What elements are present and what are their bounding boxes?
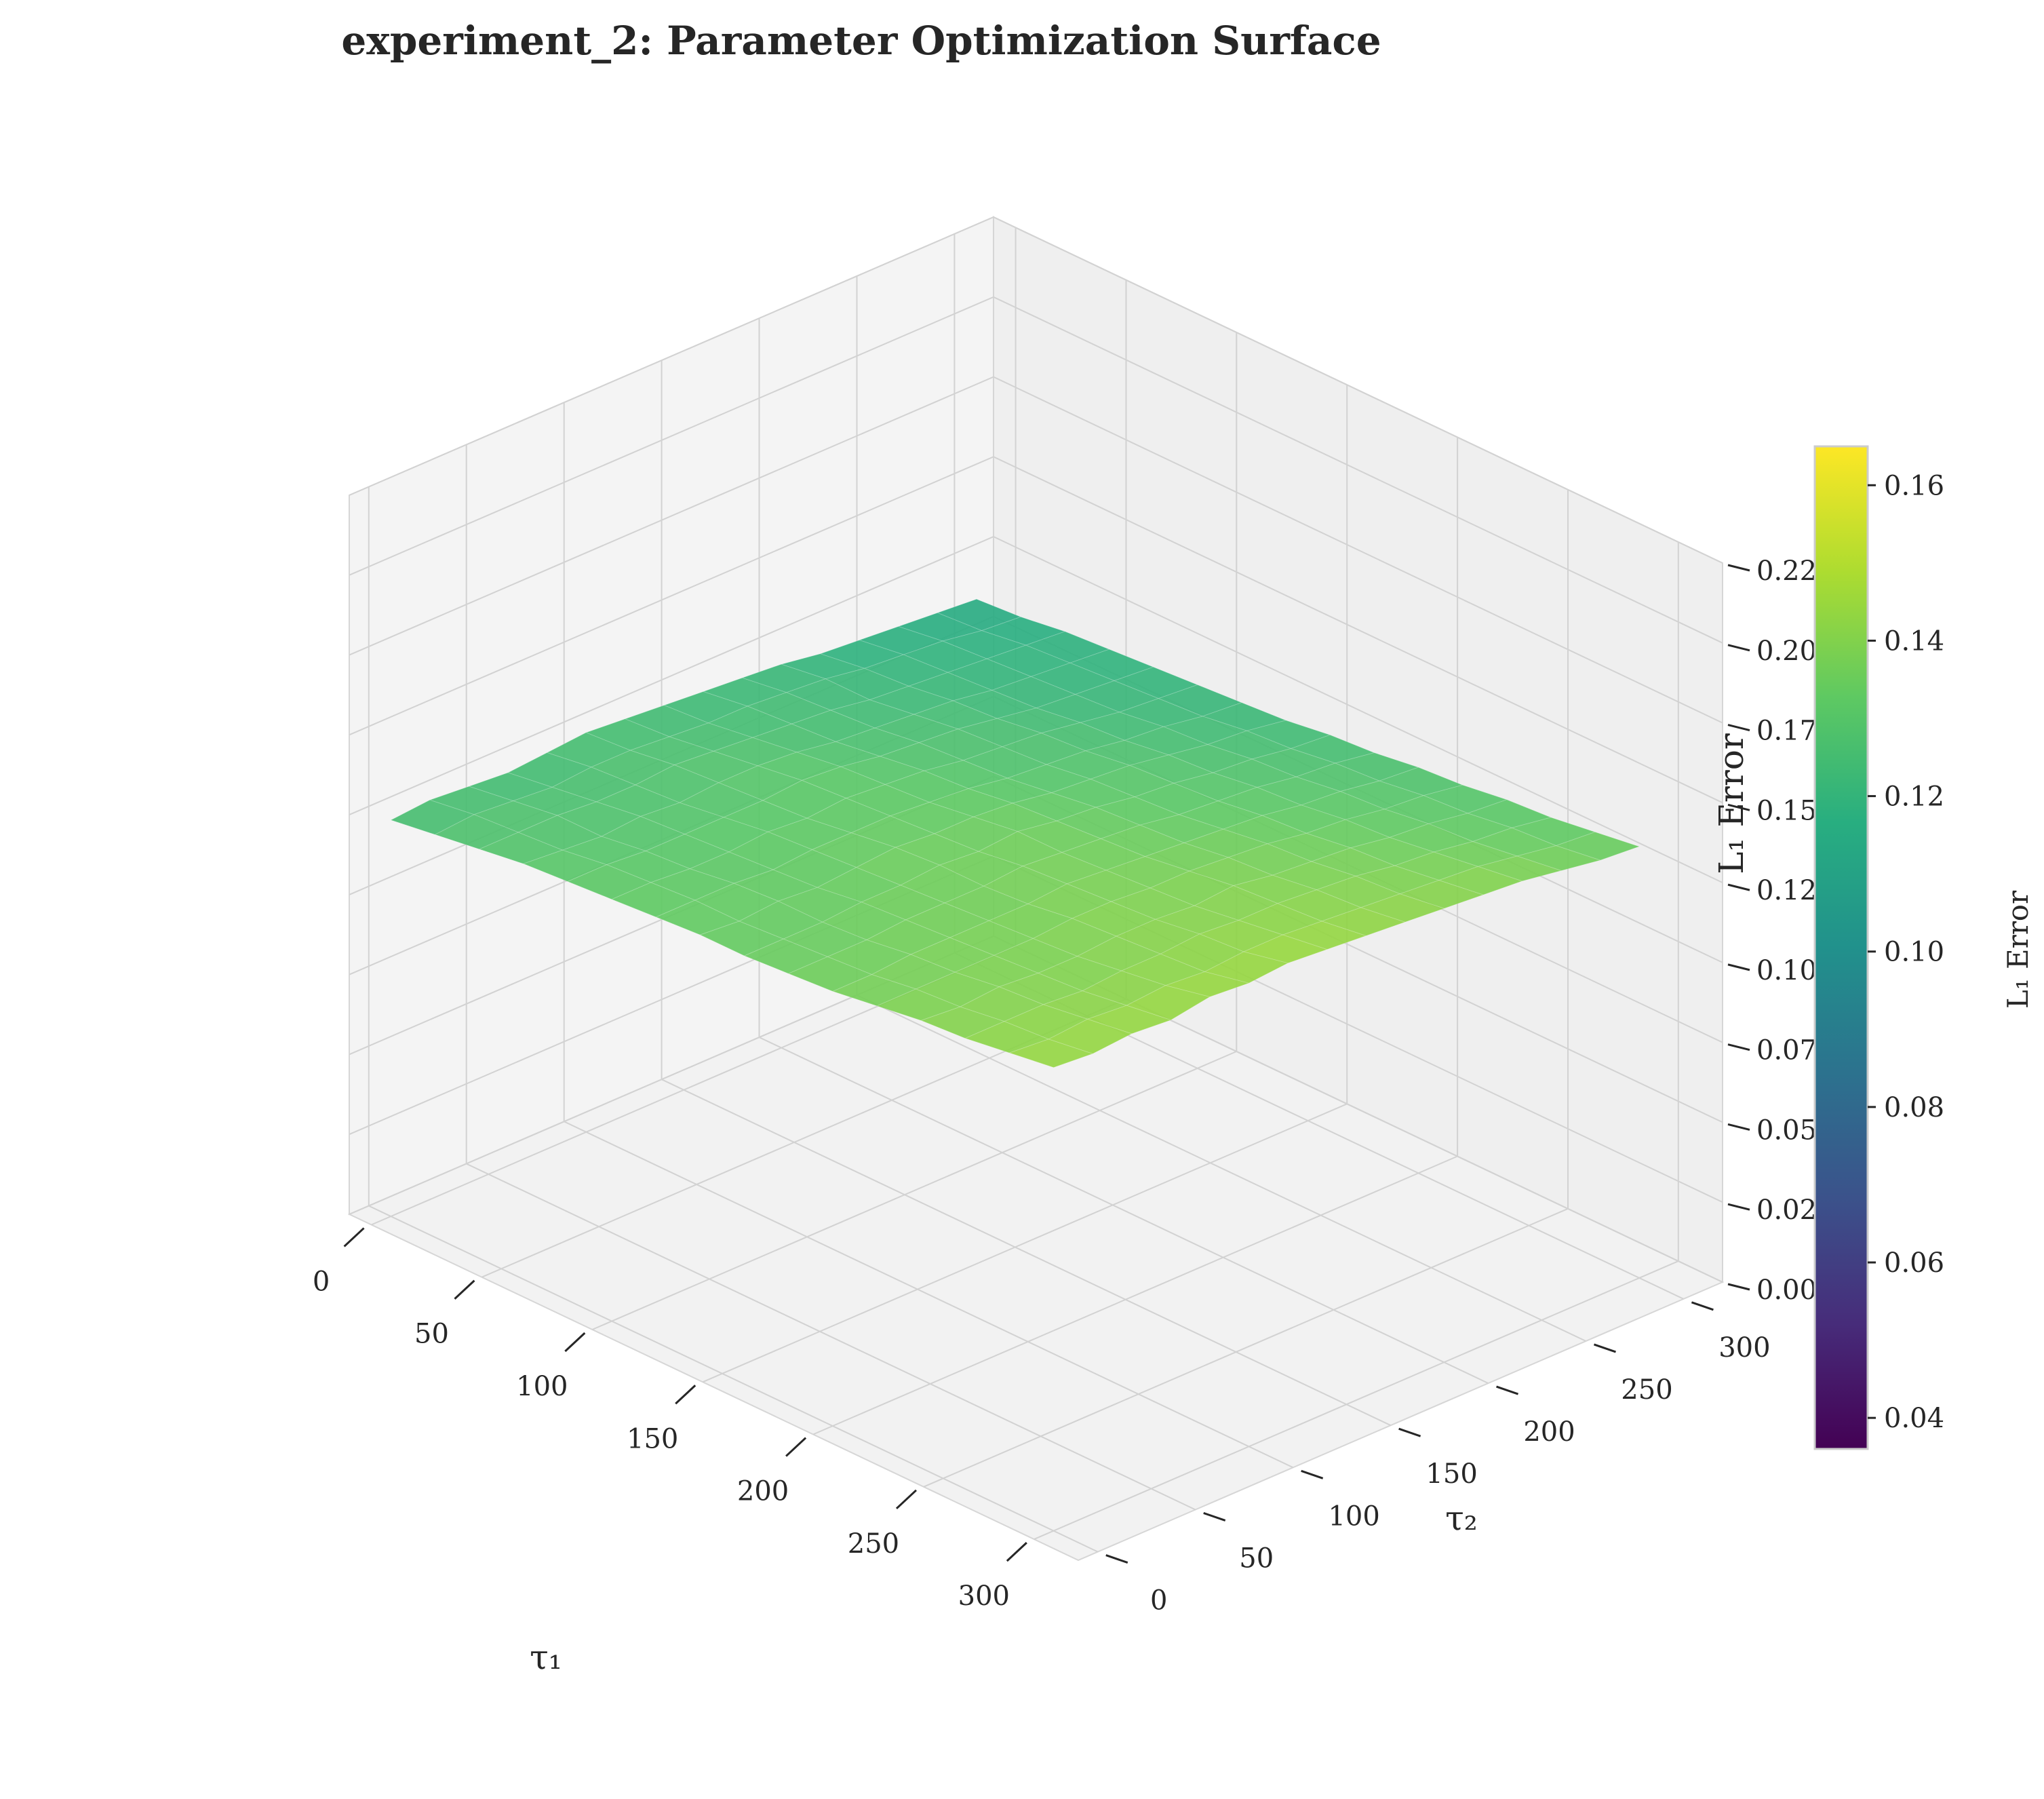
z-tick-mark [1727,644,1750,652]
gridline [349,456,1723,804]
z-tick-mark [1727,1043,1750,1051]
z-tick-mark [1727,883,1750,891]
y-tick-mark [1398,1427,1421,1437]
y-axis-label: τ₂ [1445,1498,1478,1538]
x-tick-label: 250 [848,1528,899,1560]
x-tick-label: 150 [627,1423,678,1454]
y-tick-mark [1691,1301,1714,1311]
y-tick-label: 300 [1718,1332,1770,1363]
z-tick-mark [1727,1203,1750,1211]
y-tick-mark [1301,1469,1324,1479]
x-tick-mark [454,1279,475,1300]
gridline [349,536,1723,884]
z-tick-mark [1727,1123,1750,1131]
colorbar-tick-label: 0.14 [1884,625,1944,657]
y-tick-mark [1496,1385,1519,1395]
x-tick-label: 50 [414,1319,449,1350]
x-tick-mark [675,1385,696,1405]
y-tick-label: 100 [1328,1501,1379,1532]
y-tick-label: 250 [1621,1374,1672,1406]
y-tick-label: 200 [1523,1416,1575,1448]
z-tick-mark [1727,963,1750,971]
x-tick-mark [1006,1541,1027,1562]
x-tick-label: 200 [737,1476,789,1507]
gridline [349,216,1723,564]
y-tick-label: 50 [1239,1543,1274,1574]
y-tick-label: 150 [1426,1458,1477,1490]
x-tick-label: 100 [516,1371,568,1402]
colorbar: 0.04 0.06 0.08 0.10 0.12 0.14 0.16 L₁ Error [1813,445,2035,1450]
colorbar-tick-label: 0.12 [1884,781,1944,813]
colorbar-tick-label: 0.04 [1884,1403,1944,1434]
x-tick-mark [785,1437,807,1457]
surface-cell [1008,1039,1094,1068]
y-tick-mark [1203,1512,1226,1522]
x-tick-mark [564,1332,586,1353]
x-tick-mark [343,1227,365,1247]
colorbar-tick-label: 0.06 [1884,1247,1944,1279]
x-tick-label: 300 [958,1581,1010,1612]
x-tick-label: 0 [313,1266,330,1297]
colorbar-gradient [1813,445,1869,1450]
colorbar-tick-label: 0.08 [1884,1092,1944,1123]
y-tick-mark [1593,1343,1616,1353]
y-tick-label: 0 [1150,1585,1167,1617]
z-tick-mark [1727,724,1750,732]
gridline [349,296,1723,644]
z-axis-label: L₁ Error [1712,733,1751,874]
x-tick-mark [895,1489,917,1509]
surface-mesh [390,598,1640,1068]
y-axis-ticks: 0 50 100 150 200 250 300 [1105,1301,1771,1617]
colorbar-tick-label: 0.10 [1884,937,1944,968]
x-axis-label: τ₁ [530,1638,562,1677]
z-tick-mark [1727,803,1750,811]
colorbar-label: L₁ Error [2001,890,2035,1009]
colorbar-tick-label: 0.16 [1884,470,1944,501]
colorbar-ticks: 0.04 0.06 0.08 0.10 0.12 0.14 0.16 [1868,470,1944,1434]
chart-title: experiment_2: Parameter Optimization Sur… [341,18,1381,64]
z-tick-mark [1727,564,1750,572]
x-axis-ticks: 0 50 100 150 200 250 300 [313,1227,1027,1612]
gridline [349,376,1723,724]
z-tick-mark [1727,1283,1750,1291]
y-tick-mark [1105,1554,1128,1564]
